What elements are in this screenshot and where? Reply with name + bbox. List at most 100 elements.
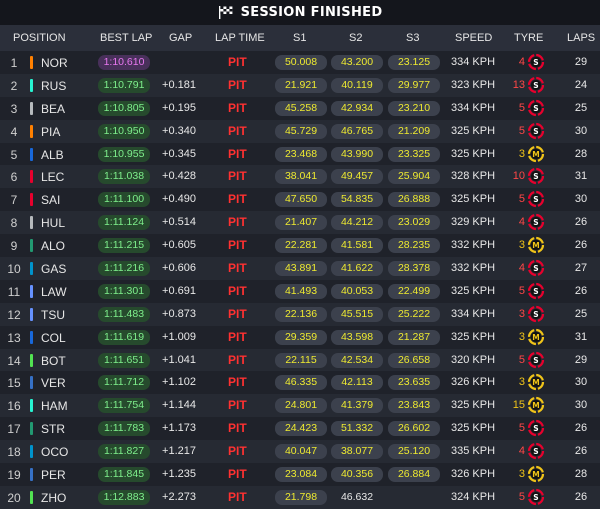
lap-time-status: PIT (228, 329, 247, 344)
gap: +1.144 (162, 399, 196, 412)
sector-3: 25.120 (388, 444, 440, 460)
sector-3: 22.499 (388, 283, 440, 299)
sector-2: 43.990 (331, 146, 383, 162)
laps: 30 (574, 124, 588, 137)
soft-tyre-icon: S (527, 488, 545, 506)
driver-row[interactable]: 5 ALB 1:10.955 +0.345 PIT 23.468 43.990 23.325 3… (0, 142, 600, 166)
driver-row[interactable]: 1 NOR 1:10.610 PIT 50.008 43.200 23.125 334 KPH… (0, 51, 600, 74)
tyre-age: 4 (518, 216, 525, 229)
sector-2: 40.119 (331, 77, 383, 93)
position: 12 (7, 307, 21, 322)
best-lap: 1:11.619 (98, 329, 150, 345)
position: 4 (10, 124, 18, 139)
driver-code: ALO (41, 239, 66, 254)
driver-code: RUS (41, 78, 67, 93)
sector-1: 24.801 (275, 398, 327, 414)
driver-row[interactable]: 4 PIA 1:10.950 +0.340 PIT 45.729 46.765 21.209 3… (0, 119, 600, 143)
svg-text:M: M (532, 333, 539, 342)
driver-row[interactable]: 10 GAS 1:11.216 +0.606 PIT 43.891 41.622 28.378… (0, 257, 600, 280)
sector-3: 26.888 (388, 192, 440, 208)
soft-tyre-icon: S (527, 76, 545, 93)
best-lap: 1:11.754 (98, 398, 150, 414)
driver-code: SAI (41, 193, 61, 208)
sector-2: 43.200 (331, 55, 383, 70)
soft-tyre-icon: S (527, 351, 545, 368)
driver-row[interactable]: 20 ZHO 1:12.883 +2.273 PIT 21.798 46.632 324 KP… (0, 485, 600, 509)
laps: 26 (574, 239, 588, 252)
svg-text:S: S (533, 104, 538, 113)
gap: +0.873 (162, 307, 196, 320)
session-title: SESSION FINISHED (240, 5, 383, 20)
sector-2: 43.598 (331, 329, 383, 345)
driver-row[interactable]: 7 SAI 1:11.100 +0.490 PIT 47.650 54.835 26.888 3… (0, 188, 600, 212)
driver-row[interactable]: 13 COL 1:11.619 +1.009 PIT 29.359 43.598 21.287… (0, 325, 600, 349)
position: 14 (7, 353, 21, 368)
medium-tyre-icon: M (527, 374, 545, 391)
position: 10 (7, 262, 21, 277)
tyre-age: 5 (518, 284, 525, 297)
speed: 326 KPH (451, 376, 496, 389)
gap: +1.235 (162, 468, 196, 481)
speed: 332 KPH (451, 239, 496, 252)
header-gap: GAP (169, 32, 193, 44)
laps: 30 (574, 399, 588, 412)
sector-3: 28.378 (388, 261, 440, 277)
lap-time-status: PIT (228, 55, 247, 69)
driver-row[interactable]: 16 HAM 1:11.754 +1.144 PIT 24.801 41.379 23.843… (0, 394, 600, 418)
soft-tyre-icon: S (527, 168, 545, 185)
position: 15 (7, 376, 21, 391)
speed: 325 KPH (451, 193, 496, 206)
best-lap: 1:10.791 (98, 77, 150, 93)
sector-1: 46.335 (275, 375, 327, 391)
driver-row[interactable]: 11 LAW 1:11.301 +0.691 PIT 41.493 40.053 22.499… (0, 279, 600, 303)
driver-row[interactable]: 6 LEC 1:11.038 +0.428 PIT 38.041 49.457 25.904 3… (0, 165, 600, 189)
speed: 324 KPH (451, 490, 496, 503)
medium-tyre-icon: M (527, 145, 545, 162)
svg-text:S: S (533, 127, 538, 136)
sector-1: 45.729 (275, 123, 327, 139)
gap: +0.514 (162, 216, 196, 229)
soft-tyre-icon: S (527, 305, 545, 322)
position: 2 (10, 78, 18, 93)
timing-table: 1 NOR 1:10.610 PIT 50.008 43.200 23.125 334 KPH… (0, 51, 600, 509)
laps: 26 (574, 284, 588, 297)
best-lap: 1:11.216 (98, 261, 150, 277)
soft-tyre-icon: S (527, 214, 545, 231)
driver-code: PER (41, 468, 66, 483)
laps: 26 (574, 422, 588, 435)
soft-tyre-icon: S (527, 53, 545, 71)
driver-row[interactable]: 17 STR 1:11.783 +1.173 PIT 24.423 51.332 26.602… (0, 417, 600, 441)
sector-1: 21.921 (275, 77, 327, 93)
svg-text:M: M (532, 401, 539, 410)
svg-text:S: S (533, 493, 538, 502)
sector-1: 21.798 (275, 489, 327, 505)
header-s2: S2 (349, 32, 363, 44)
driver-row[interactable]: 15 VER 1:11.712 +1.102 PIT 46.335 42.113 23.635… (0, 371, 600, 395)
gap: +0.606 (162, 262, 196, 275)
header-best-lap: BEST LAP (100, 32, 153, 44)
team-color-bar (30, 239, 33, 253)
tyre-age: 4 (518, 56, 525, 68)
driver-row[interactable]: 14 BOT 1:11.651 +1.041 PIT 22.115 42.534 26.658… (0, 348, 600, 372)
sector-3: 29.977 (388, 77, 440, 93)
driver-row[interactable]: 18 OCO 1:11.827 +1.217 PIT 40.047 38.077 25.120… (0, 440, 600, 464)
driver-row[interactable]: 8 HUL 1:11.124 +0.514 PIT 21.407 44.212 23.029 3… (0, 211, 600, 235)
driver-row[interactable]: 3 BEA 1:10.805 +0.195 PIT 45.258 42.934 23.210 3… (0, 96, 600, 120)
soft-tyre-icon: S (527, 443, 545, 460)
lap-time-status: PIT (228, 489, 247, 504)
tyre-age: 10 (512, 170, 525, 183)
session-banner: SESSION FINISHED (0, 0, 600, 25)
driver-row[interactable]: 2 RUS 1:10.791 +0.181 PIT 21.921 40.119 29.977 3… (0, 73, 600, 97)
position: 3 (10, 101, 18, 116)
sector-3: 23.843 (388, 398, 440, 414)
svg-text:S: S (533, 424, 538, 433)
tyre-age: 3 (518, 330, 525, 343)
sector-1: 47.650 (275, 192, 327, 208)
driver-row[interactable]: 12 TSU 1:11.483 +0.873 PIT 22.136 45.515 25.222… (0, 302, 600, 326)
speed: 326 KPH (451, 468, 496, 481)
driver-row[interactable]: 19 PER 1:11.845 +1.235 PIT 23.084 40.356 26.884… (0, 463, 600, 486)
driver-row[interactable]: 9 ALO 1:11.215 +0.605 PIT 22.281 41.581 28.235 3… (0, 234, 600, 258)
best-lap: 1:10.955 (98, 146, 150, 162)
team-color-bar (30, 490, 33, 504)
checkered-flag-icon (218, 6, 232, 19)
